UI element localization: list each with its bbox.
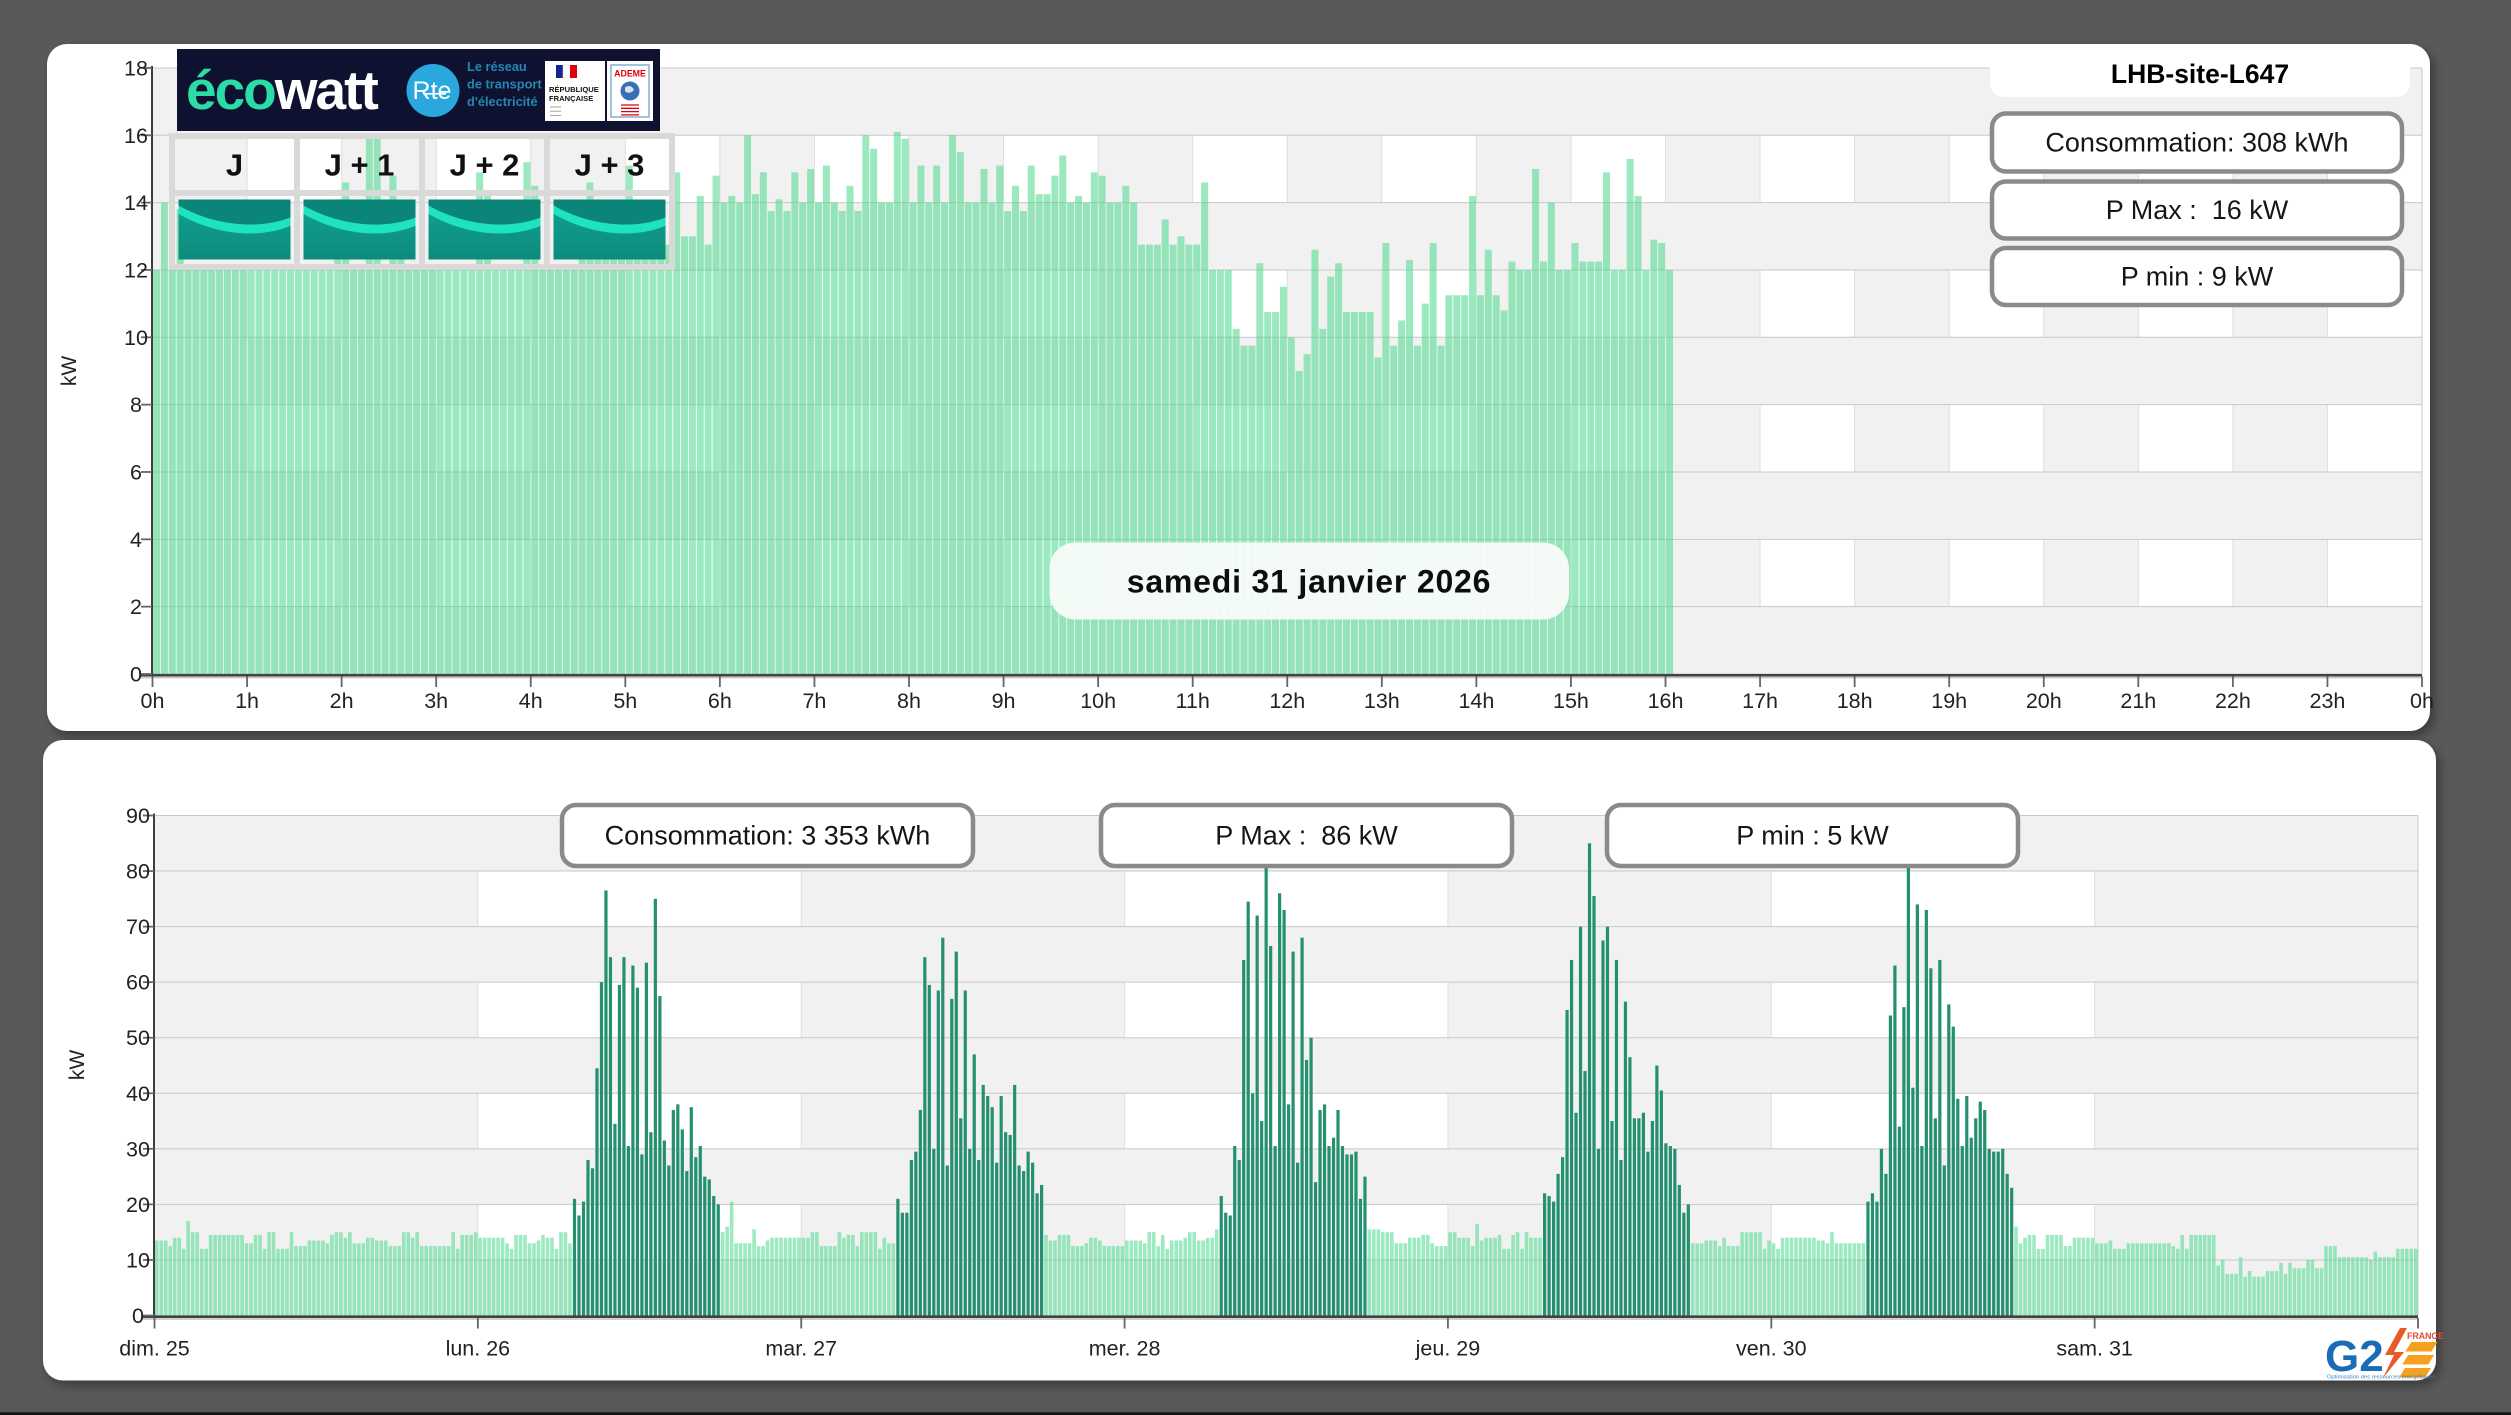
svg-text:Rte: Rte	[413, 77, 452, 105]
svg-text:6: 6	[130, 460, 142, 484]
svg-text:0: 0	[130, 663, 142, 687]
svg-text:G2: G2	[2325, 1332, 2384, 1381]
svg-text:P Max : 86 kW: P Max : 86 kW	[1215, 821, 1398, 851]
svg-text:14h: 14h	[1458, 689, 1494, 713]
svg-text:22h: 22h	[2215, 689, 2251, 713]
svg-text:J + 1: J + 1	[325, 148, 395, 183]
svg-text:RÉPUBLIQUE: RÉPUBLIQUE	[549, 85, 599, 94]
svg-text:11h: 11h	[1176, 689, 1210, 713]
svg-text:15h: 15h	[1553, 689, 1589, 713]
svg-text:8h: 8h	[897, 689, 921, 713]
svg-text:17h: 17h	[1742, 689, 1778, 713]
svg-text:LHB-site-L647: LHB-site-L647	[2111, 59, 2289, 89]
svg-text:12h: 12h	[1269, 689, 1305, 713]
svg-text:8: 8	[130, 393, 142, 417]
svg-text:ADEME: ADEME	[614, 69, 646, 79]
svg-text:6h: 6h	[708, 689, 732, 713]
svg-text:FRANÇAISE: FRANÇAISE	[549, 94, 593, 103]
svg-text:samedi 31 janvier 2026: samedi 31 janvier 2026	[1127, 564, 1492, 600]
svg-text:0h: 0h	[141, 689, 165, 713]
svg-text:21h: 21h	[2120, 689, 2156, 713]
svg-text:Optimisation des ressources én: Optimisation des ressources énergétiques	[2327, 1375, 2435, 1381]
svg-text:P Max : 16 kW: P Max : 16 kW	[2106, 195, 2289, 225]
svg-text:19h: 19h	[1931, 689, 1967, 713]
svg-text:90: 90	[126, 804, 150, 828]
svg-text:P min : 9 kW: P min : 9 kW	[2121, 262, 2274, 292]
svg-text:kW: kW	[66, 1050, 89, 1081]
svg-text:d'électricité: d'électricité	[467, 94, 538, 109]
svg-text:1h: 1h	[235, 689, 259, 713]
svg-text:P min : 5 kW: P min : 5 kW	[1736, 821, 1889, 851]
svg-text:J + 2: J + 2	[450, 148, 520, 183]
svg-text:5h: 5h	[613, 689, 637, 713]
svg-text:3h: 3h	[424, 689, 448, 713]
svg-text:40: 40	[126, 1082, 150, 1106]
svg-text:4: 4	[130, 528, 142, 552]
svg-text:FRANCE: FRANCE	[2407, 1331, 2444, 1341]
svg-text:de transport: de transport	[467, 77, 542, 92]
svg-text:16: 16	[124, 124, 148, 148]
svg-text:16h: 16h	[1648, 689, 1684, 713]
svg-text:kW: kW	[58, 356, 81, 387]
svg-text:mar. 27: mar. 27	[765, 1337, 837, 1361]
svg-text:20: 20	[126, 1193, 150, 1217]
svg-text:4h: 4h	[519, 689, 543, 713]
svg-text:ven. 30: ven. 30	[1736, 1337, 1807, 1361]
svg-text:2: 2	[130, 595, 142, 619]
svg-text:Le réseau: Le réseau	[467, 59, 527, 74]
svg-text:10: 10	[124, 326, 148, 350]
svg-text:J: J	[226, 148, 243, 183]
svg-text:0h: 0h	[2410, 689, 2434, 713]
svg-text:12: 12	[124, 258, 148, 282]
svg-text:60: 60	[126, 971, 150, 995]
svg-text:7h: 7h	[802, 689, 826, 713]
svg-text:23h: 23h	[2310, 689, 2346, 713]
svg-text:14: 14	[124, 191, 148, 215]
svg-text:écowatt: écowatt	[186, 59, 378, 121]
svg-text:10: 10	[126, 1248, 150, 1272]
svg-text:70: 70	[126, 915, 150, 939]
svg-text:lun. 26: lun. 26	[446, 1337, 511, 1361]
svg-text:10h: 10h	[1080, 689, 1116, 713]
svg-text:30: 30	[126, 1137, 150, 1161]
svg-text:0: 0	[132, 1304, 144, 1328]
svg-text:13h: 13h	[1364, 689, 1400, 713]
svg-text:2h: 2h	[330, 689, 354, 713]
svg-text:20h: 20h	[2026, 689, 2062, 713]
svg-text:mer. 28: mer. 28	[1089, 1337, 1161, 1361]
svg-text:jeu. 29: jeu. 29	[1415, 1337, 1481, 1361]
svg-text:Consommation: 3 353 kWh: Consommation: 3 353 kWh	[605, 821, 931, 851]
svg-text:9h: 9h	[992, 689, 1016, 713]
svg-text:Consommation: 308 kWh: Consommation: 308 kWh	[2045, 128, 2348, 158]
svg-text:80: 80	[126, 860, 150, 884]
svg-text:50: 50	[126, 1026, 150, 1050]
svg-text:sam. 31: sam. 31	[2056, 1337, 2132, 1361]
svg-text:dim. 25: dim. 25	[119, 1337, 190, 1361]
svg-text:18h: 18h	[1837, 689, 1873, 713]
svg-text:18: 18	[124, 56, 148, 80]
svg-text:J + 3: J + 3	[575, 148, 645, 183]
